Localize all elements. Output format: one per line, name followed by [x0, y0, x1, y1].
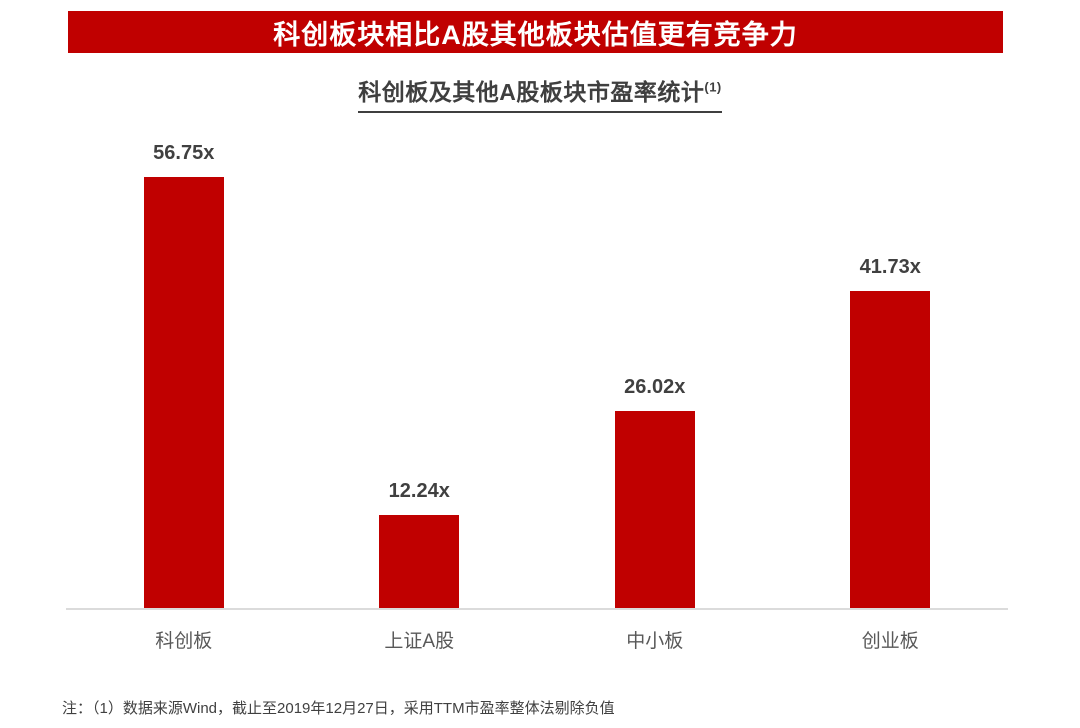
bar-上证A股: [379, 515, 460, 608]
banner-title: 科创板块相比A股其他板块估值更有竞争力: [273, 19, 798, 50]
chart-title-superscript: (1): [704, 79, 722, 95]
bar-group-科创板: 56.75x: [66, 142, 302, 608]
bar-group-创业板: 41.73x: [773, 256, 1009, 608]
category-label: 上证A股: [384, 631, 455, 652]
chart-title-wrap: 科创板及其他A股板块市盈率统计(1): [0, 73, 1080, 113]
bar-创业板: [850, 291, 931, 608]
value-label: 26.02x: [624, 376, 686, 398]
value-label: 12.24x: [388, 480, 450, 502]
category-labels-row: 科创板 上证A股 中小板 创业板: [66, 626, 1008, 653]
footnote: 注：（1）数据来源Wind，截止至2019年12月27日，采用TTM市盈率整体法…: [62, 700, 615, 717]
value-label: 41.73x: [859, 256, 921, 278]
banner: 科创板块相比A股其他板块估值更有竞争力: [68, 11, 1003, 53]
bar-group-上证A股: 12.24x: [302, 480, 538, 608]
bar-chart: 56.75x 12.24x 26.02x 41.73x 科创板 上证A股 中小板 创业板: [66, 130, 1008, 653]
bar-group-中小板: 26.02x: [537, 376, 773, 608]
bars-area: 56.75x 12.24x 26.02x 41.73x: [66, 130, 1008, 608]
x-axis-line: [66, 608, 1008, 610]
value-label: 56.75x: [153, 142, 215, 164]
category-label: 中小板: [626, 631, 684, 652]
bar-中小板: [614, 411, 695, 608]
category-label: 创业板: [861, 631, 919, 652]
category-label: 科创板: [155, 631, 213, 652]
chart-title-text: 科创板及其他A股板块市盈率统计: [358, 79, 705, 105]
bar-科创板: [143, 177, 224, 608]
chart-title: 科创板及其他A股板块市盈率统计(1): [358, 73, 722, 113]
